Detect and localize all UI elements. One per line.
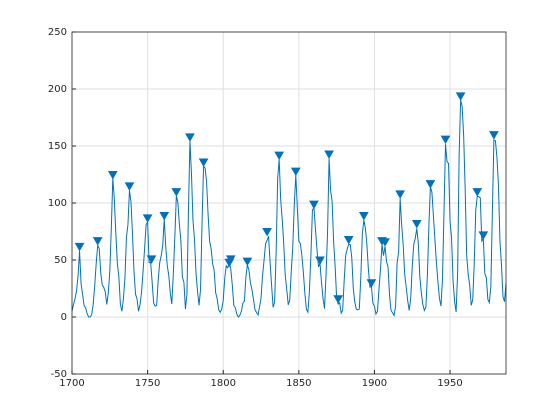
x-tick-label: 1750 — [135, 378, 160, 389]
peak-marker — [315, 256, 325, 266]
peak-marker — [472, 188, 483, 197]
peak-marker — [274, 151, 285, 161]
peak-marker — [290, 167, 301, 177]
x-tick-label: 1900 — [362, 378, 387, 389]
y-tick-label: 50 — [54, 255, 67, 266]
peak-marker — [107, 171, 118, 180]
y-tick-label: 250 — [48, 27, 67, 38]
y-tick-label: 100 — [48, 198, 67, 209]
peak-marker — [380, 238, 390, 247]
peak-marker — [395, 190, 406, 199]
peak-marker — [411, 220, 422, 229]
peak-marker — [440, 135, 451, 145]
peak-marker — [185, 133, 195, 142]
peak-marker — [333, 295, 344, 304]
axes-box — [71, 31, 507, 375]
peak-marker — [242, 257, 253, 267]
x-tick-label: 1850 — [286, 378, 311, 389]
peak-marker — [159, 212, 170, 221]
y-tick-label: -50 — [51, 369, 67, 380]
y-tick-label: 200 — [48, 84, 67, 95]
peak-marker — [358, 212, 369, 221]
y-tick-label: 150 — [48, 141, 67, 152]
peak-marker — [124, 182, 135, 191]
peak-marker — [324, 150, 334, 159]
peak-marker — [92, 237, 103, 246]
y-tick-label: 0 — [61, 312, 67, 323]
peak-marker — [142, 214, 153, 223]
peak-marker — [455, 92, 466, 101]
series-line — [71, 100, 507, 318]
x-tick-label: 1950 — [437, 378, 462, 389]
peak-marker — [309, 200, 319, 210]
x-tick-label: 1700 — [59, 378, 84, 389]
peak-marker — [146, 255, 157, 264]
peak-marker — [262, 228, 272, 237]
peak-marker — [74, 242, 85, 252]
x-tick-label: 1800 — [210, 378, 235, 389]
peak-marker — [198, 158, 209, 167]
peak-marker — [171, 188, 182, 197]
peak-marker — [366, 279, 377, 288]
peak-marker — [478, 231, 489, 240]
peak-marker — [425, 180, 436, 189]
peak-marker — [225, 255, 236, 264]
peak-marker — [489, 131, 499, 140]
peak-marker — [343, 235, 354, 245]
